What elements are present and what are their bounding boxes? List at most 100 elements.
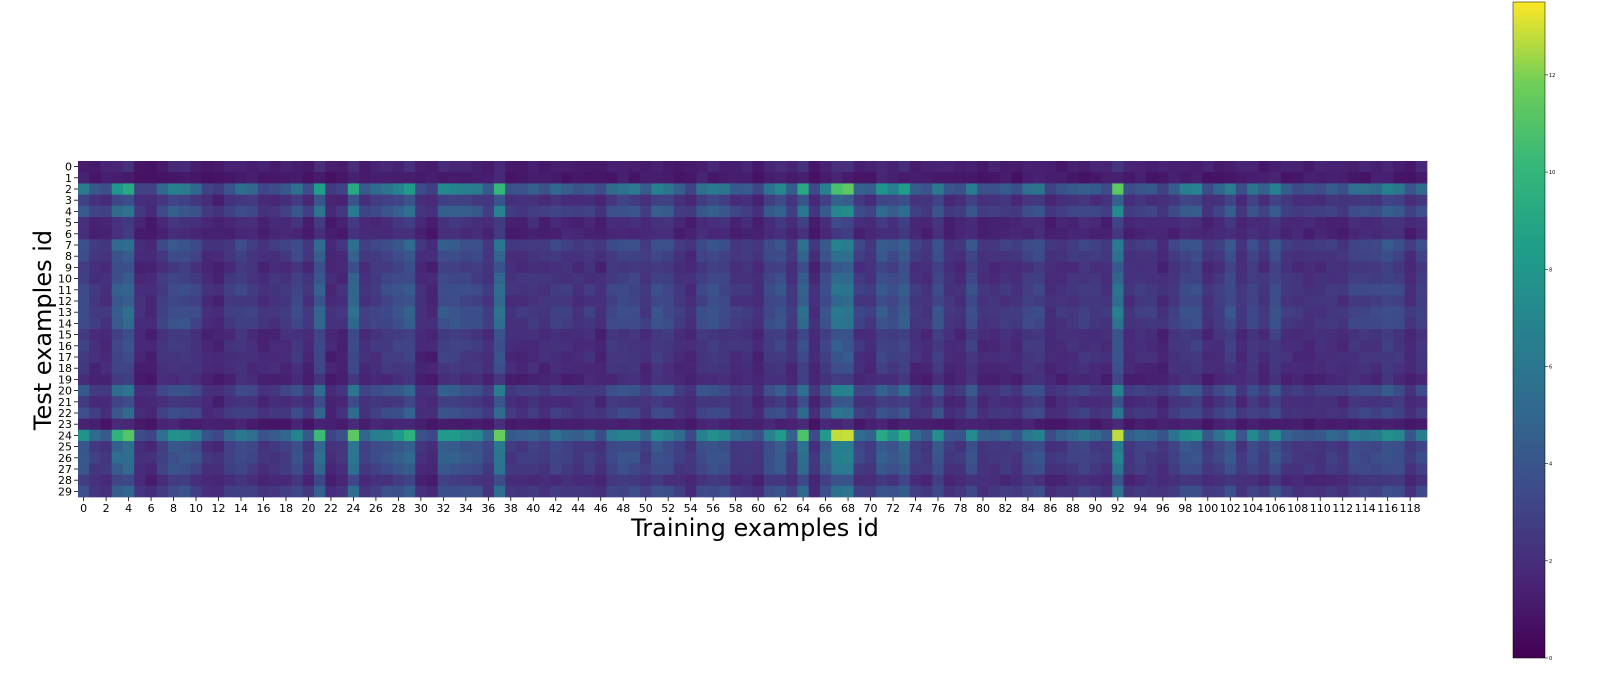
heatmap-cell xyxy=(853,172,866,184)
heatmap-cell xyxy=(1415,317,1428,330)
heatmap-cell xyxy=(392,485,405,498)
heatmap-cell xyxy=(291,205,304,218)
heatmap-cell xyxy=(808,205,821,218)
heatmap-cell xyxy=(1382,351,1394,363)
heatmap-cell xyxy=(1056,183,1068,195)
heatmap-cell xyxy=(1112,463,1124,475)
heatmap-cell xyxy=(1190,407,1203,419)
heatmap-cell xyxy=(1337,418,1349,431)
heatmap-cell xyxy=(1404,205,1417,218)
heatmap-cell xyxy=(1247,474,1259,487)
heatmap-cell xyxy=(977,452,989,464)
heatmap-cell xyxy=(673,429,686,442)
heatmap-cell xyxy=(505,183,517,195)
heatmap-cell xyxy=(1123,485,1136,498)
heatmap-cell xyxy=(1089,362,1102,375)
heatmap-cell xyxy=(808,284,821,296)
heatmap-cell xyxy=(314,351,326,363)
heatmap-cell xyxy=(1056,474,1068,487)
heatmap-cell xyxy=(1393,441,1405,453)
heatmap-cell xyxy=(122,317,135,330)
heatmap-cell xyxy=(538,452,551,464)
heatmap-cell xyxy=(1404,194,1417,207)
heatmap-cell xyxy=(988,407,1001,419)
heatmap-cell xyxy=(482,373,495,386)
heatmap-cell xyxy=(730,373,742,386)
heatmap-cell xyxy=(741,239,753,251)
heatmap-cell xyxy=(1112,284,1124,296)
heatmap-cell xyxy=(1190,373,1203,386)
heatmap-cell xyxy=(100,373,113,386)
heatmap-cell xyxy=(988,183,1001,195)
heatmap-cell xyxy=(696,396,708,408)
heatmap-cell xyxy=(797,261,810,274)
heatmap-cell xyxy=(898,205,911,218)
heatmap-cell xyxy=(864,194,877,207)
heatmap-cell xyxy=(1224,239,1237,251)
heatmap-cell xyxy=(78,228,90,240)
heatmap-cell xyxy=(673,217,686,229)
heatmap-cell xyxy=(583,452,596,464)
heatmap-cell xyxy=(336,329,349,341)
heatmap-cell xyxy=(100,351,113,363)
heatmap-cell xyxy=(1280,452,1293,464)
heatmap-cell xyxy=(628,172,641,184)
heatmap-cell xyxy=(752,161,765,173)
heatmap-cell xyxy=(651,250,663,263)
heatmap-cell xyxy=(1348,396,1360,408)
heatmap-cell xyxy=(269,194,281,207)
heatmap-cell xyxy=(1314,351,1327,363)
heatmap-cell xyxy=(1067,295,1079,307)
heatmap-cell xyxy=(741,429,753,442)
heatmap-cell xyxy=(583,228,596,240)
heatmap-cell xyxy=(864,183,877,195)
heatmap-cell xyxy=(538,385,551,397)
heatmap-cell xyxy=(909,429,922,442)
heatmap-cell xyxy=(943,452,956,464)
heatmap-cell xyxy=(752,194,765,207)
heatmap-cell xyxy=(505,273,517,285)
heatmap-cell xyxy=(1123,183,1136,195)
heatmap-cell xyxy=(797,183,810,195)
heatmap-cell xyxy=(1314,295,1327,307)
heatmap-cell xyxy=(1348,239,1360,251)
heatmap-cell xyxy=(257,485,270,498)
heatmap-cell xyxy=(1303,340,1315,352)
heatmap-cell xyxy=(1190,161,1203,173)
heatmap-cell xyxy=(156,474,169,487)
heatmap-cell xyxy=(415,407,427,419)
heatmap-cell xyxy=(370,217,382,229)
heatmap-cell xyxy=(167,340,180,352)
heatmap-cell xyxy=(538,441,551,453)
heatmap-cell xyxy=(977,306,989,319)
heatmap-cell xyxy=(359,441,371,453)
heatmap-cell xyxy=(909,463,922,475)
heatmap-cell xyxy=(763,396,776,408)
heatmap-cell xyxy=(921,250,933,263)
heatmap-cell xyxy=(471,317,484,330)
heatmap-cell xyxy=(1022,273,1034,285)
heatmap-cell xyxy=(774,317,787,330)
heatmap-cell xyxy=(1370,228,1383,240)
heatmap-cell xyxy=(1078,340,1091,352)
heatmap-cell xyxy=(190,396,203,408)
heatmap-cell xyxy=(1314,183,1327,195)
heatmap-cell xyxy=(1247,373,1259,386)
heatmap-cell xyxy=(516,183,529,195)
heatmap-cell xyxy=(763,172,776,184)
heatmap-cell xyxy=(662,429,675,442)
heatmap-cell xyxy=(1123,295,1136,307)
heatmap-cell xyxy=(347,261,360,274)
heatmap-cell xyxy=(853,205,866,218)
heatmap-cell xyxy=(1112,351,1124,363)
heatmap-cell xyxy=(1224,429,1237,442)
heatmap-cell xyxy=(718,441,731,453)
heatmap-cell xyxy=(797,250,810,263)
heatmap-cell xyxy=(786,329,798,341)
heatmap-cell xyxy=(977,161,989,173)
heatmap-cell xyxy=(741,373,753,386)
heatmap-cell xyxy=(966,463,978,475)
heatmap-cell xyxy=(1078,407,1091,419)
x-tick-label: 18 xyxy=(279,502,293,515)
heatmap-cell xyxy=(269,295,281,307)
